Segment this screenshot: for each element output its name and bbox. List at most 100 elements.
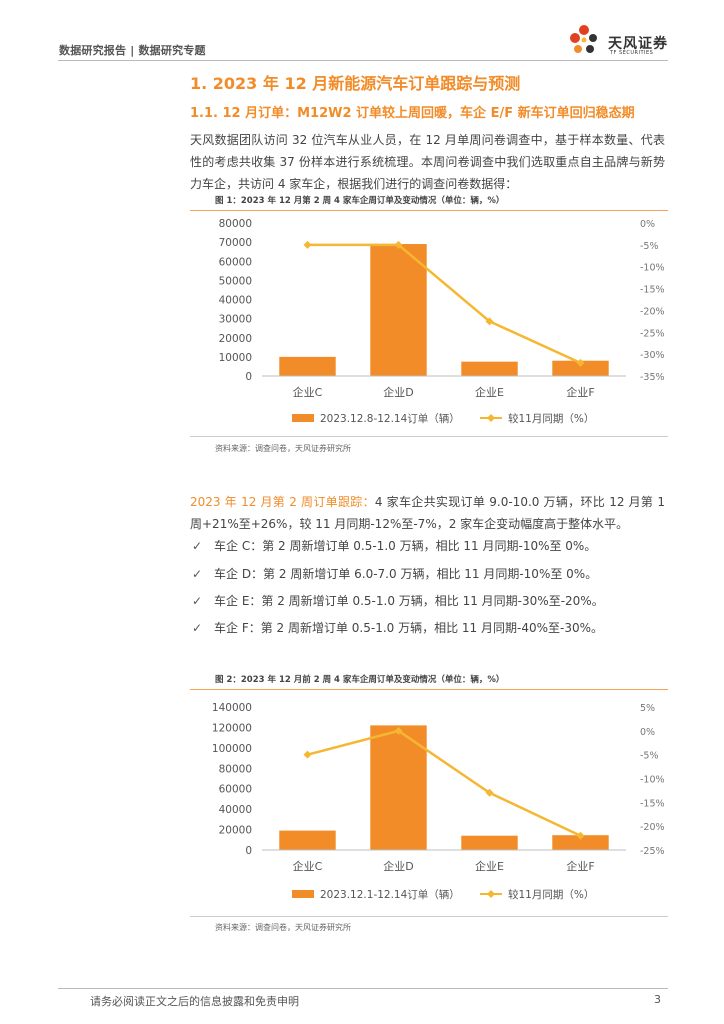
y2-tick-label: -15% [640,285,665,296]
bar [279,830,336,850]
figure2-source: 资料来源：调查问卷，天风证券研究所 [215,923,351,932]
brand-logo [566,20,676,60]
y-tick-label: 80000 [219,763,252,775]
legend-label-bar: 2023.12.1-12.14订单（辆） [320,888,460,901]
y2-tick-label: -15% [640,798,665,809]
line-point [485,788,494,797]
intro-paragraph: 天风数据团队访问 32 位汽车从业人员，在 12 月单周问卷调查中，基于样本数量… [190,133,665,191]
bullet-item: ✓ 车企 C：第 2 周新增订单 0.5-1.0 万辆，相比 11 月同期-10%… [192,537,596,554]
bar [552,360,609,376]
header-breadcrumb: 数据研究报告 | 数据研究专题 [59,44,206,57]
footer-disclaimer: 请务必阅读正文之后的信息披露和免责申明 [90,995,299,1008]
bullet-text: 车企 C：第 2 周新增订单 0.5-1.0 万辆，相比 11 月同期-10%至… [214,539,597,553]
y2-tick-label: -5% [640,751,659,762]
order-summary: 2023 年 12 月第 2 周订单跟踪：4 家车企共实现订单 9.0-10.0… [190,491,665,535]
check-icon: ✓ [192,621,203,635]
legend-swatch-bar [292,890,314,898]
legend-marker-line [487,414,495,422]
y2-tick-label: 0% [640,727,655,738]
legend-label-bar: 2023.12.8-12.14订单（辆） [320,412,460,425]
line-point [576,831,585,840]
legend-marker-line [487,890,495,898]
line-point [394,726,403,735]
y-tick-label: 30000 [219,314,252,326]
y-tick-label: 60000 [219,784,252,796]
y-tick-label: 20000 [219,333,252,345]
y2-tick-label: -30% [640,350,665,361]
legend-swatch-bar [292,414,314,422]
legend-label-line: 较11月同期（%） [508,888,594,901]
x-tick-label: 企业D [383,385,413,399]
logo-flower-icon [570,25,597,53]
figure1-top-rule [190,210,668,211]
y-tick-label: 80000 [219,218,252,230]
bar [552,835,609,850]
y2-tick-label: -20% [640,306,665,317]
figure1-source: 资料来源：调查问卷，天风证券研究所 [215,444,351,453]
y2-tick-label: -25% [640,328,665,339]
bar [279,356,336,376]
figure2-bottom-rule [190,916,668,917]
check-icon: ✓ [192,594,203,608]
bullet-text: 车企 F：第 2 周新增订单 0.5-1.0 万辆，相比 11 月同期-40%至… [214,621,604,635]
section-subtitle: 1.1. 12 月订单：M12W2 订单较上周回暖，车企 E/F 新车订单回归稳… [190,106,635,121]
figure1-bottom-rule [190,436,668,437]
bar [461,361,518,376]
line-point [394,240,403,249]
legend-label-line: 较11月同期（%） [508,412,594,425]
figure2-title: 图 2：2023 年 12 月前 2 周 4 家车企周订单及变动情况（单位：辆，… [215,675,505,685]
series-line [307,243,582,365]
y-tick-label: 40000 [219,295,252,307]
series-line [307,729,582,837]
line-point [303,750,312,759]
x-tick-label: 企业E [475,859,504,873]
x-tick-label: 企业D [383,859,413,873]
y-tick-label: 50000 [219,275,252,287]
y2-tick-label: -10% [640,775,665,786]
summary-text: 4 家车企共实现订单 9.0-10.0 万辆，环比 12 月第 1 周+21%至… [190,495,665,531]
x-tick-label: 企业C [293,385,323,399]
section-title: 1. 2023 年 12 月新能源汽车订单跟踪与预测 [190,74,521,93]
bullet-item: ✓ 车企 D：第 2 周新增订单 6.0-7.0 万辆，相比 11 月同期-10%… [192,565,597,582]
figure2-chart: 140000 120000 100000 80000 60000 40000 20000 0 5… [212,702,665,901]
y-tick-label: 0 [245,371,252,383]
bar [461,835,518,850]
y2-tick-label: -20% [640,822,665,833]
figure1-chart: 80000 70000 60000 50000 40000 30000 20000 10000… [219,218,665,425]
y-tick-label: 40000 [219,804,252,816]
logo-text: 天风证券 [608,36,668,52]
footer-divider [58,988,668,989]
y-tick-label: 20000 [219,825,252,837]
y2-tick-label: 5% [640,703,655,714]
line-point [485,317,494,326]
line-point [576,358,585,367]
bar [370,244,427,376]
bullet-item: ✓ 车企 E：第 2 周新增订单 0.5-1.0 万辆，相比 11 月同期-30%… [192,592,604,609]
figure2-top-rule [190,689,668,690]
bullet-text: 车企 E：第 2 周新增订单 0.5-1.0 万辆，相比 11 月同期-30%至… [214,594,604,608]
y-tick-label: 100000 [212,743,252,755]
y2-tick-label: -5% [640,241,659,252]
x-tick-label: 企业F [566,385,594,399]
summary-highlight: 2023 年 12 月第 2 周订单跟踪： [190,495,375,509]
x-tick-label: 企业C [293,859,323,873]
x-tick-label: 企业E [475,385,504,399]
bar [370,725,427,850]
line-point [303,240,312,249]
y2-tick-label: -10% [640,263,665,274]
header-divider [58,60,668,61]
bullet-item: ✓ 车企 F：第 2 周新增订单 0.5-1.0 万辆，相比 11 月同期-40%… [192,619,603,636]
y-tick-label: 140000 [212,702,252,714]
page-number: 3 [654,993,661,1006]
y2-tick-label: 0% [640,219,655,230]
x-tick-label: 企业F [566,859,594,873]
y-tick-label: 60000 [219,256,252,268]
logo-subtext: TF SECURITIES [610,50,654,56]
y-tick-label: 10000 [219,352,252,364]
y-tick-label: 120000 [212,722,252,734]
y2-tick-label: -25% [640,846,665,857]
y-tick-label: 70000 [219,237,252,249]
y-tick-label: 0 [245,845,252,857]
bullet-text: 车企 D：第 2 周新增订单 6.0-7.0 万辆，相比 11 月同期-10%至… [214,567,598,581]
figure1-title: 图 1：2023 年 12 月第 2 周 4 家车企周订单及变动情况（单位：辆，… [215,196,505,206]
